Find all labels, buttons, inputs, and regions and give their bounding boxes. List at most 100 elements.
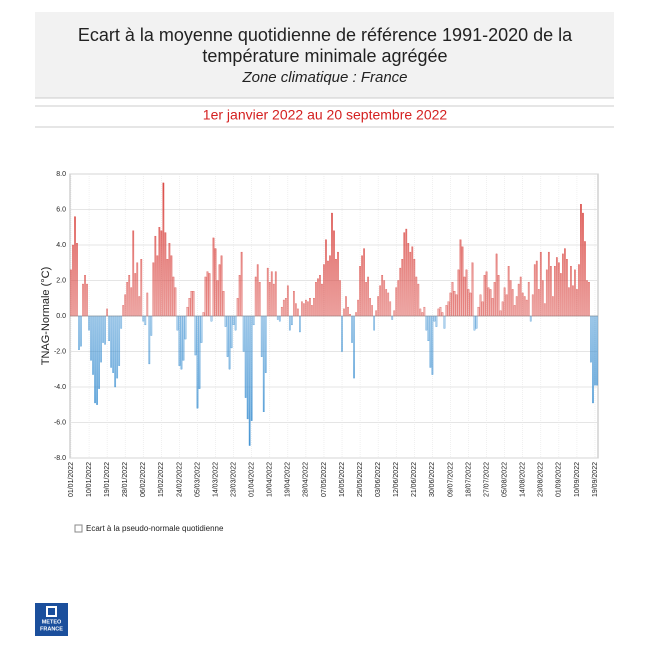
x-tick-label: 14/08/2022 <box>520 462 527 497</box>
bar <box>104 315 106 345</box>
legend-swatch <box>74 524 83 533</box>
bar <box>588 282 590 317</box>
bar <box>523 296 526 317</box>
bar <box>220 255 223 317</box>
bar <box>230 315 233 349</box>
bar <box>509 280 512 317</box>
bar <box>341 315 343 352</box>
bar <box>457 269 460 317</box>
bar <box>525 299 528 317</box>
bar <box>228 315 231 370</box>
bar <box>443 315 446 329</box>
bar <box>562 253 564 317</box>
bar <box>355 312 357 317</box>
bar <box>347 306 349 317</box>
bar <box>208 273 211 317</box>
bar <box>148 315 151 365</box>
bar <box>74 216 76 317</box>
x-tick-label: 19/04/2022 <box>285 462 292 497</box>
bar <box>202 312 205 317</box>
bar <box>479 294 482 317</box>
bar <box>399 267 402 317</box>
x-tick-label: 05/08/2022 <box>501 462 508 497</box>
bar <box>447 301 450 317</box>
bar <box>246 315 249 420</box>
x-tick-label: 23/08/2022 <box>538 462 545 497</box>
bar <box>136 262 139 317</box>
bar <box>176 315 179 331</box>
bar <box>276 315 279 320</box>
bar <box>495 253 498 317</box>
bar <box>313 298 315 317</box>
bar <box>156 255 159 317</box>
bar <box>411 246 414 317</box>
bar <box>307 301 309 317</box>
bar <box>288 315 291 331</box>
bar <box>284 298 287 317</box>
bar <box>463 276 466 317</box>
bar <box>572 285 574 317</box>
bar <box>214 248 217 317</box>
bar <box>116 315 119 379</box>
bar <box>365 282 367 317</box>
x-tick-label: 03/06/2022 <box>375 462 382 497</box>
bar <box>128 275 131 317</box>
bar <box>511 289 514 317</box>
x-tick-label: 19/01/2022 <box>104 462 111 497</box>
x-tick-label: 21/06/2022 <box>411 462 418 497</box>
bar <box>405 228 408 317</box>
bar <box>391 315 394 320</box>
bar <box>122 305 125 317</box>
bar <box>186 306 189 317</box>
bar <box>108 315 111 342</box>
x-tick-label: 25/05/2022 <box>357 462 364 497</box>
bar <box>521 292 524 317</box>
bar <box>535 260 538 317</box>
y-axis-label: TNAG-Normale (°C) <box>40 267 52 366</box>
bar <box>224 315 227 327</box>
bar <box>445 305 448 317</box>
x-tick-label: 28/04/2022 <box>303 462 310 497</box>
bar <box>531 294 534 317</box>
bar <box>533 264 536 317</box>
bar <box>218 264 221 317</box>
bar <box>427 315 430 342</box>
legend: Ecart à la pseudo-normale quotidienne <box>74 524 224 533</box>
bar <box>543 303 546 317</box>
bar <box>222 290 225 317</box>
bar <box>254 276 257 317</box>
bar <box>594 315 596 386</box>
logo-icon <box>46 606 57 617</box>
bar <box>584 241 586 317</box>
bar <box>379 285 382 317</box>
x-tick-label: 18/07/2022 <box>465 462 472 497</box>
bar <box>256 264 259 317</box>
logo <box>35 603 68 636</box>
bar <box>578 264 580 317</box>
bar <box>76 243 78 317</box>
bar <box>92 315 94 375</box>
bar <box>421 312 424 317</box>
x-tick-label: 14/03/2022 <box>212 462 219 497</box>
bar <box>192 290 195 317</box>
bar <box>555 257 558 317</box>
bar <box>501 301 504 317</box>
bar <box>363 248 365 317</box>
bar <box>140 259 143 317</box>
bar <box>323 264 325 317</box>
bar <box>319 275 321 317</box>
bar <box>282 299 285 317</box>
bar <box>465 269 468 317</box>
bar <box>409 251 412 317</box>
bar <box>188 298 191 317</box>
bar <box>415 276 418 317</box>
bar <box>90 315 92 361</box>
bar <box>280 306 283 317</box>
bar <box>377 296 380 317</box>
bar <box>353 315 355 379</box>
bar <box>503 287 506 317</box>
bar <box>485 271 488 317</box>
bar <box>260 315 263 357</box>
bar <box>429 315 432 368</box>
bar <box>333 230 335 317</box>
